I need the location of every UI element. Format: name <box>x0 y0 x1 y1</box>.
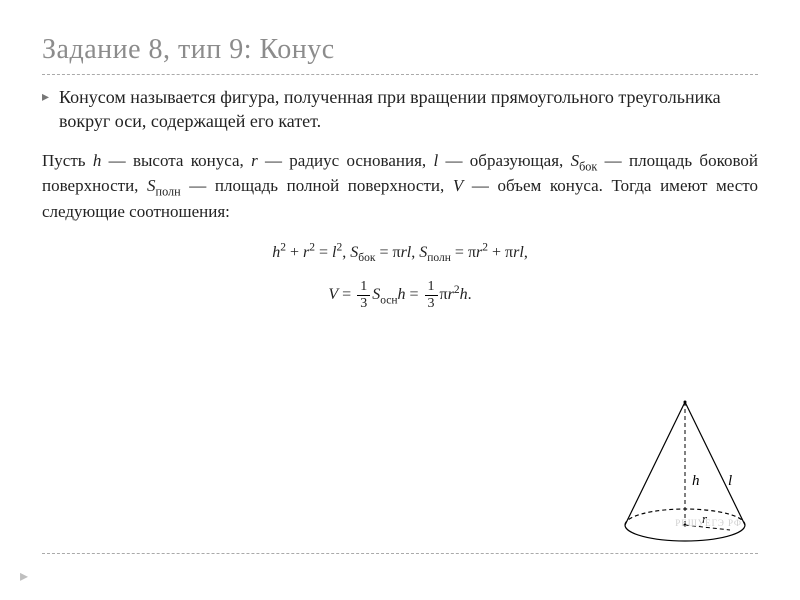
f2-V: V <box>328 286 338 303</box>
f2-h1: h <box>398 286 406 303</box>
definition-text: Конусом называется фигура, полученная пр… <box>59 85 758 134</box>
f1-Sbok-sub: бок <box>358 252 375 264</box>
sub-poln: полн <box>156 184 181 198</box>
f1-rl2: rl <box>513 244 524 261</box>
bullet-icon: ▸ <box>42 91 49 105</box>
var-S-poln: S <box>147 176 156 195</box>
para-text-4: — образующая, <box>438 151 570 170</box>
f2-eq2: = <box>406 286 423 303</box>
f2-dot: . <box>468 286 472 303</box>
f1-h: h <box>272 244 280 261</box>
explanation-paragraph: Пусть h — высота конуса, r — радиус осно… <box>42 148 758 225</box>
f2-eq1: = <box>338 286 355 303</box>
label-h: h <box>692 473 700 489</box>
nav-arrow-icon[interactable]: ▸ <box>20 566 28 586</box>
slide-title: Задание 8, тип 9: Конус <box>42 34 758 66</box>
var-V: V <box>453 176 463 195</box>
bottom-divider <box>42 553 758 554</box>
para-text-6: — площадь полной поверхности, <box>181 176 453 195</box>
f1-comma: , <box>524 244 528 261</box>
f1-plus: + <box>286 244 303 261</box>
f1-plus2: + π <box>488 244 513 261</box>
watermark: РЕШУЕГЭ РФ <box>675 518 742 528</box>
sub-bok: бок <box>579 159 597 173</box>
f1-Spoln-sub: полн <box>427 252 451 264</box>
f1-eq2: = π <box>375 244 400 261</box>
formula-line-2: V = 13Sоснh = 13πr2h. <box>42 280 758 311</box>
para-text-1: Пусть <box>42 151 93 170</box>
label-l: l <box>728 473 732 489</box>
fraction-1: 13 <box>357 280 370 311</box>
frac1-den: 3 <box>357 296 370 311</box>
fraction-2: 13 <box>425 280 438 311</box>
frac2-num: 1 <box>425 280 438 296</box>
para-text-2: — высота конуса, <box>101 151 251 170</box>
f2-Sosn: S <box>372 286 380 303</box>
para-text-3: — радиус основания, <box>258 151 434 170</box>
frac2-den: 3 <box>425 296 438 311</box>
title-divider <box>42 74 758 75</box>
f2-h2: h <box>460 286 468 303</box>
frac1-num: 1 <box>357 280 370 296</box>
var-S-bok: S <box>571 151 580 170</box>
f1-rl: rl <box>401 244 412 261</box>
f2-pi: π <box>440 286 448 303</box>
definition-row: ▸ Конусом называется фигура, полученная … <box>42 85 758 134</box>
f1-eq3: = π <box>451 244 476 261</box>
var-r: r <box>251 151 258 170</box>
f1-eq1: = <box>315 244 332 261</box>
f2-Sosn-sub: осн <box>380 294 397 306</box>
formula-line-1: h2 + r2 = l2, Sбок = πrl, Sполн = πr2 + … <box>42 244 758 262</box>
